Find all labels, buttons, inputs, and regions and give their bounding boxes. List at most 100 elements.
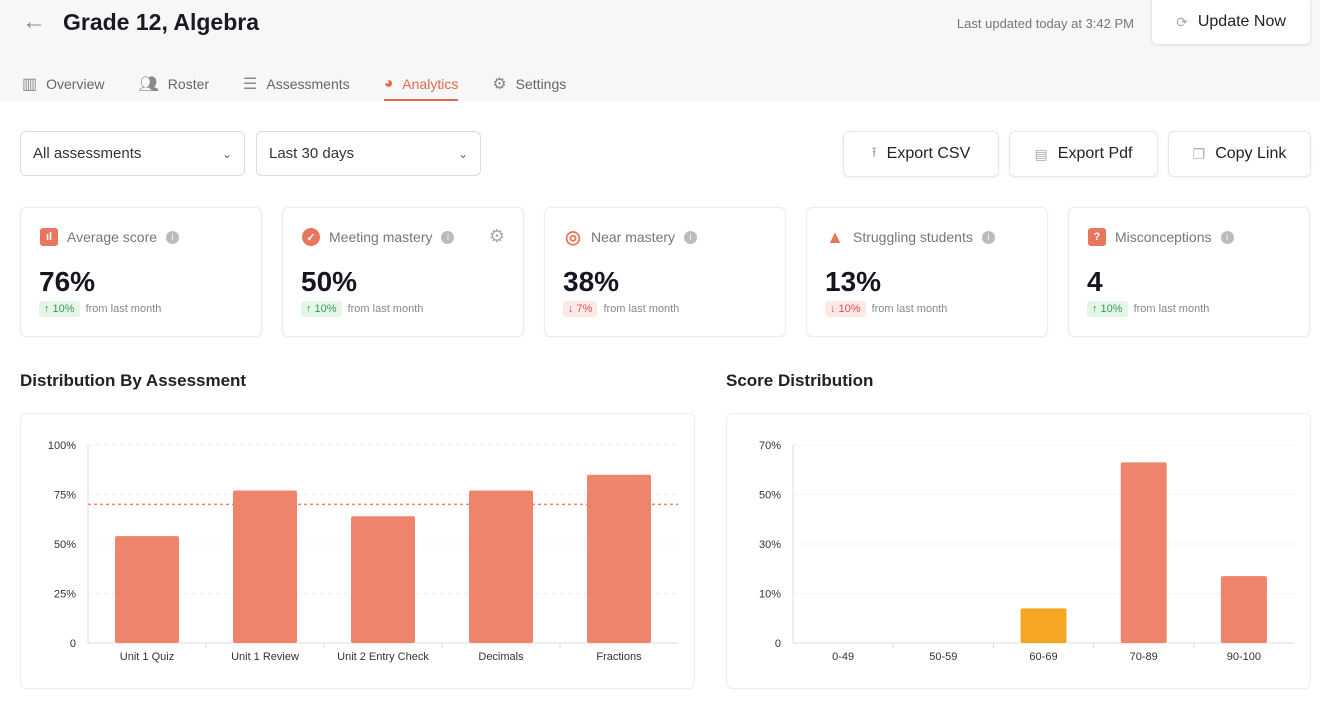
tab-settings[interactable]: ⚙ Settings bbox=[492, 66, 566, 101]
select-value: All assessments bbox=[33, 145, 142, 162]
card-value: 13% bbox=[825, 266, 882, 297]
export-csv-label: Export CSV bbox=[886, 145, 971, 162]
x-tick-label: Decimals bbox=[478, 651, 524, 663]
card-label: Misconceptions bbox=[1115, 229, 1212, 245]
info-icon[interactable]: i bbox=[1220, 230, 1234, 244]
target-icon: ◎ bbox=[565, 226, 581, 247]
x-tick-label: 50-59 bbox=[929, 651, 957, 663]
delta-badge: ↑ 10% bbox=[301, 301, 342, 317]
delta-suffix: from last month bbox=[85, 303, 162, 315]
score-chart-panel: 0 10% 30% 50% 70% 0-49 50-59 60-69 70-89 90-100 bbox=[726, 413, 1311, 689]
info-icon[interactable]: i bbox=[441, 230, 455, 244]
page-title: Grade 12, Algebra bbox=[63, 9, 260, 35]
delta-badge: ↓ 10% bbox=[825, 301, 866, 317]
stat-card-near-mastery: ◎ Near mastery i 38% ↓ 7% from last month bbox=[544, 207, 786, 337]
stat-card-average-score: ıl Average score i 76% ↑ 10% from last mont… bbox=[20, 207, 262, 337]
delta-suffix: from last month bbox=[603, 303, 680, 315]
chevron-down-icon: ⌄ bbox=[221, 146, 232, 161]
tab-bar: ▥ Overview 👥︎ Roster ☰ Assessments ◕ Analyti… bbox=[22, 66, 566, 101]
bar-chart-icon: ıl bbox=[40, 228, 58, 246]
update-now-label: Update Now bbox=[1197, 13, 1286, 30]
y-tick-label: 0 bbox=[70, 638, 76, 650]
pdf-icon: ▤ bbox=[1034, 145, 1048, 162]
tab-label: Settings bbox=[515, 75, 567, 92]
x-tick-label: 60-69 bbox=[1029, 651, 1057, 663]
y-tick-label: 10% bbox=[759, 589, 781, 601]
score-distribution-bar-chart: 0 10% 30% 50% 70% 0-49 50-59 60-69 70-89 90-100 bbox=[759, 440, 1294, 663]
y-tick-label: 0 bbox=[775, 638, 781, 650]
tab-analytics[interactable]: ◕ Analytics bbox=[383, 66, 459, 101]
assessment-bar-chart: 0 25% 50% 75% 100% Unit 1 Quiz Unit 1 Review Un… bbox=[48, 440, 678, 663]
chevron-down-icon: ⌄ bbox=[457, 146, 468, 161]
y-tick-label: 25% bbox=[54, 589, 76, 601]
gear-icon[interactable]: ⚙ bbox=[488, 226, 505, 246]
card-label: Meeting mastery bbox=[329, 229, 433, 245]
copy-link-button[interactable]: ❐ Copy Link bbox=[1168, 131, 1311, 177]
pie-chart-icon: ◕ bbox=[383, 74, 394, 92]
bar bbox=[469, 490, 533, 643]
assessment-filter-select[interactable]: All assessments ⌄ bbox=[20, 131, 245, 176]
x-tick-label: Fractions bbox=[596, 651, 642, 663]
bar bbox=[233, 490, 297, 643]
update-now-button[interactable]: ⟳ Update Now bbox=[1151, 0, 1311, 45]
info-icon[interactable]: i bbox=[166, 230, 180, 244]
y-tick-label: 50% bbox=[54, 539, 76, 551]
bar bbox=[115, 536, 179, 643]
y-tick-label: 50% bbox=[759, 490, 781, 502]
bar bbox=[587, 474, 651, 643]
delta-suffix: from last month bbox=[1133, 303, 1210, 315]
tab-label: Analytics bbox=[402, 75, 459, 92]
info-icon[interactable]: i bbox=[981, 230, 995, 244]
tab-assessments[interactable]: ☰ Assessments bbox=[243, 66, 350, 101]
chart-title-score-distribution: Score Distribution bbox=[726, 371, 874, 390]
delta-suffix: from last month bbox=[347, 303, 424, 315]
card-label: Near mastery bbox=[591, 229, 676, 245]
back-arrow-icon[interactable]: ← bbox=[22, 8, 46, 35]
bar bbox=[1220, 576, 1267, 643]
x-tick-label: Unit 2 Entry Check bbox=[337, 651, 429, 663]
stat-card-misconceptions: ? Misconceptions i 4 ↑ 10% from last month bbox=[1068, 207, 1310, 337]
x-tick-label: Unit 1 Review bbox=[231, 651, 299, 663]
x-tick-label: 90-100 bbox=[1227, 651, 1261, 663]
bar-chart-icon: ▥ bbox=[22, 75, 38, 93]
warning-icon: ▲ bbox=[826, 226, 844, 247]
stat-card-struggling-students: ▲ Struggling students i 13% ↓ 10% from last… bbox=[806, 207, 1048, 337]
tab-label: Assessments bbox=[266, 75, 350, 92]
refresh-icon: ⟳ bbox=[1176, 13, 1188, 30]
copy-link-label: Copy Link bbox=[1215, 145, 1287, 162]
chart-title-assessment: Distribution By Assessment bbox=[20, 371, 247, 390]
card-label: Struggling students bbox=[853, 229, 973, 245]
y-tick-label: 70% bbox=[759, 440, 781, 452]
list-icon: ☰ bbox=[243, 75, 258, 93]
info-icon[interactable]: i bbox=[684, 230, 698, 244]
copy-icon: ❐ bbox=[1192, 145, 1206, 162]
gear-icon: ⚙ bbox=[492, 75, 507, 93]
x-tick-label: Unit 1 Quiz bbox=[120, 651, 174, 663]
export-csv-button[interactable]: ⭱ Export CSV bbox=[843, 131, 999, 177]
export-pdf-button[interactable]: ▤ Export Pdf bbox=[1009, 131, 1158, 177]
tab-roster[interactable]: 👥︎ Roster bbox=[138, 66, 209, 101]
question-icon: ? bbox=[1088, 228, 1106, 246]
card-value: 4 bbox=[1087, 266, 1103, 297]
export-pdf-label: Export Pdf bbox=[1057, 145, 1133, 162]
bar bbox=[1020, 608, 1067, 643]
select-value: Last 30 days bbox=[269, 145, 355, 162]
assessment-chart-panel: 0 25% 50% 75% 100% Unit 1 Quiz Unit 1 Review Un… bbox=[20, 413, 695, 689]
card-value: 38% bbox=[563, 266, 620, 297]
y-tick-label: 30% bbox=[759, 539, 781, 551]
y-tick-label: 75% bbox=[54, 490, 76, 502]
delta-badge: ↓ 7% bbox=[563, 301, 598, 317]
delta-badge: ↑ 10% bbox=[39, 301, 80, 317]
card-value: 50% bbox=[301, 266, 358, 297]
upload-icon: ⭱ bbox=[871, 144, 877, 160]
card-value: 76% bbox=[39, 266, 96, 297]
check-circle-icon: ✓ bbox=[302, 228, 320, 246]
y-tick-label: 100% bbox=[48, 440, 76, 452]
delta-suffix: from last month bbox=[871, 303, 948, 315]
x-tick-label: 70-89 bbox=[1130, 651, 1158, 663]
date-range-select[interactable]: Last 30 days ⌄ bbox=[256, 131, 481, 176]
tab-overview[interactable]: ▥ Overview bbox=[22, 66, 104, 101]
x-tick-label: 0-49 bbox=[832, 651, 854, 663]
bar bbox=[351, 516, 415, 643]
users-icon: 👥︎ bbox=[138, 75, 159, 93]
